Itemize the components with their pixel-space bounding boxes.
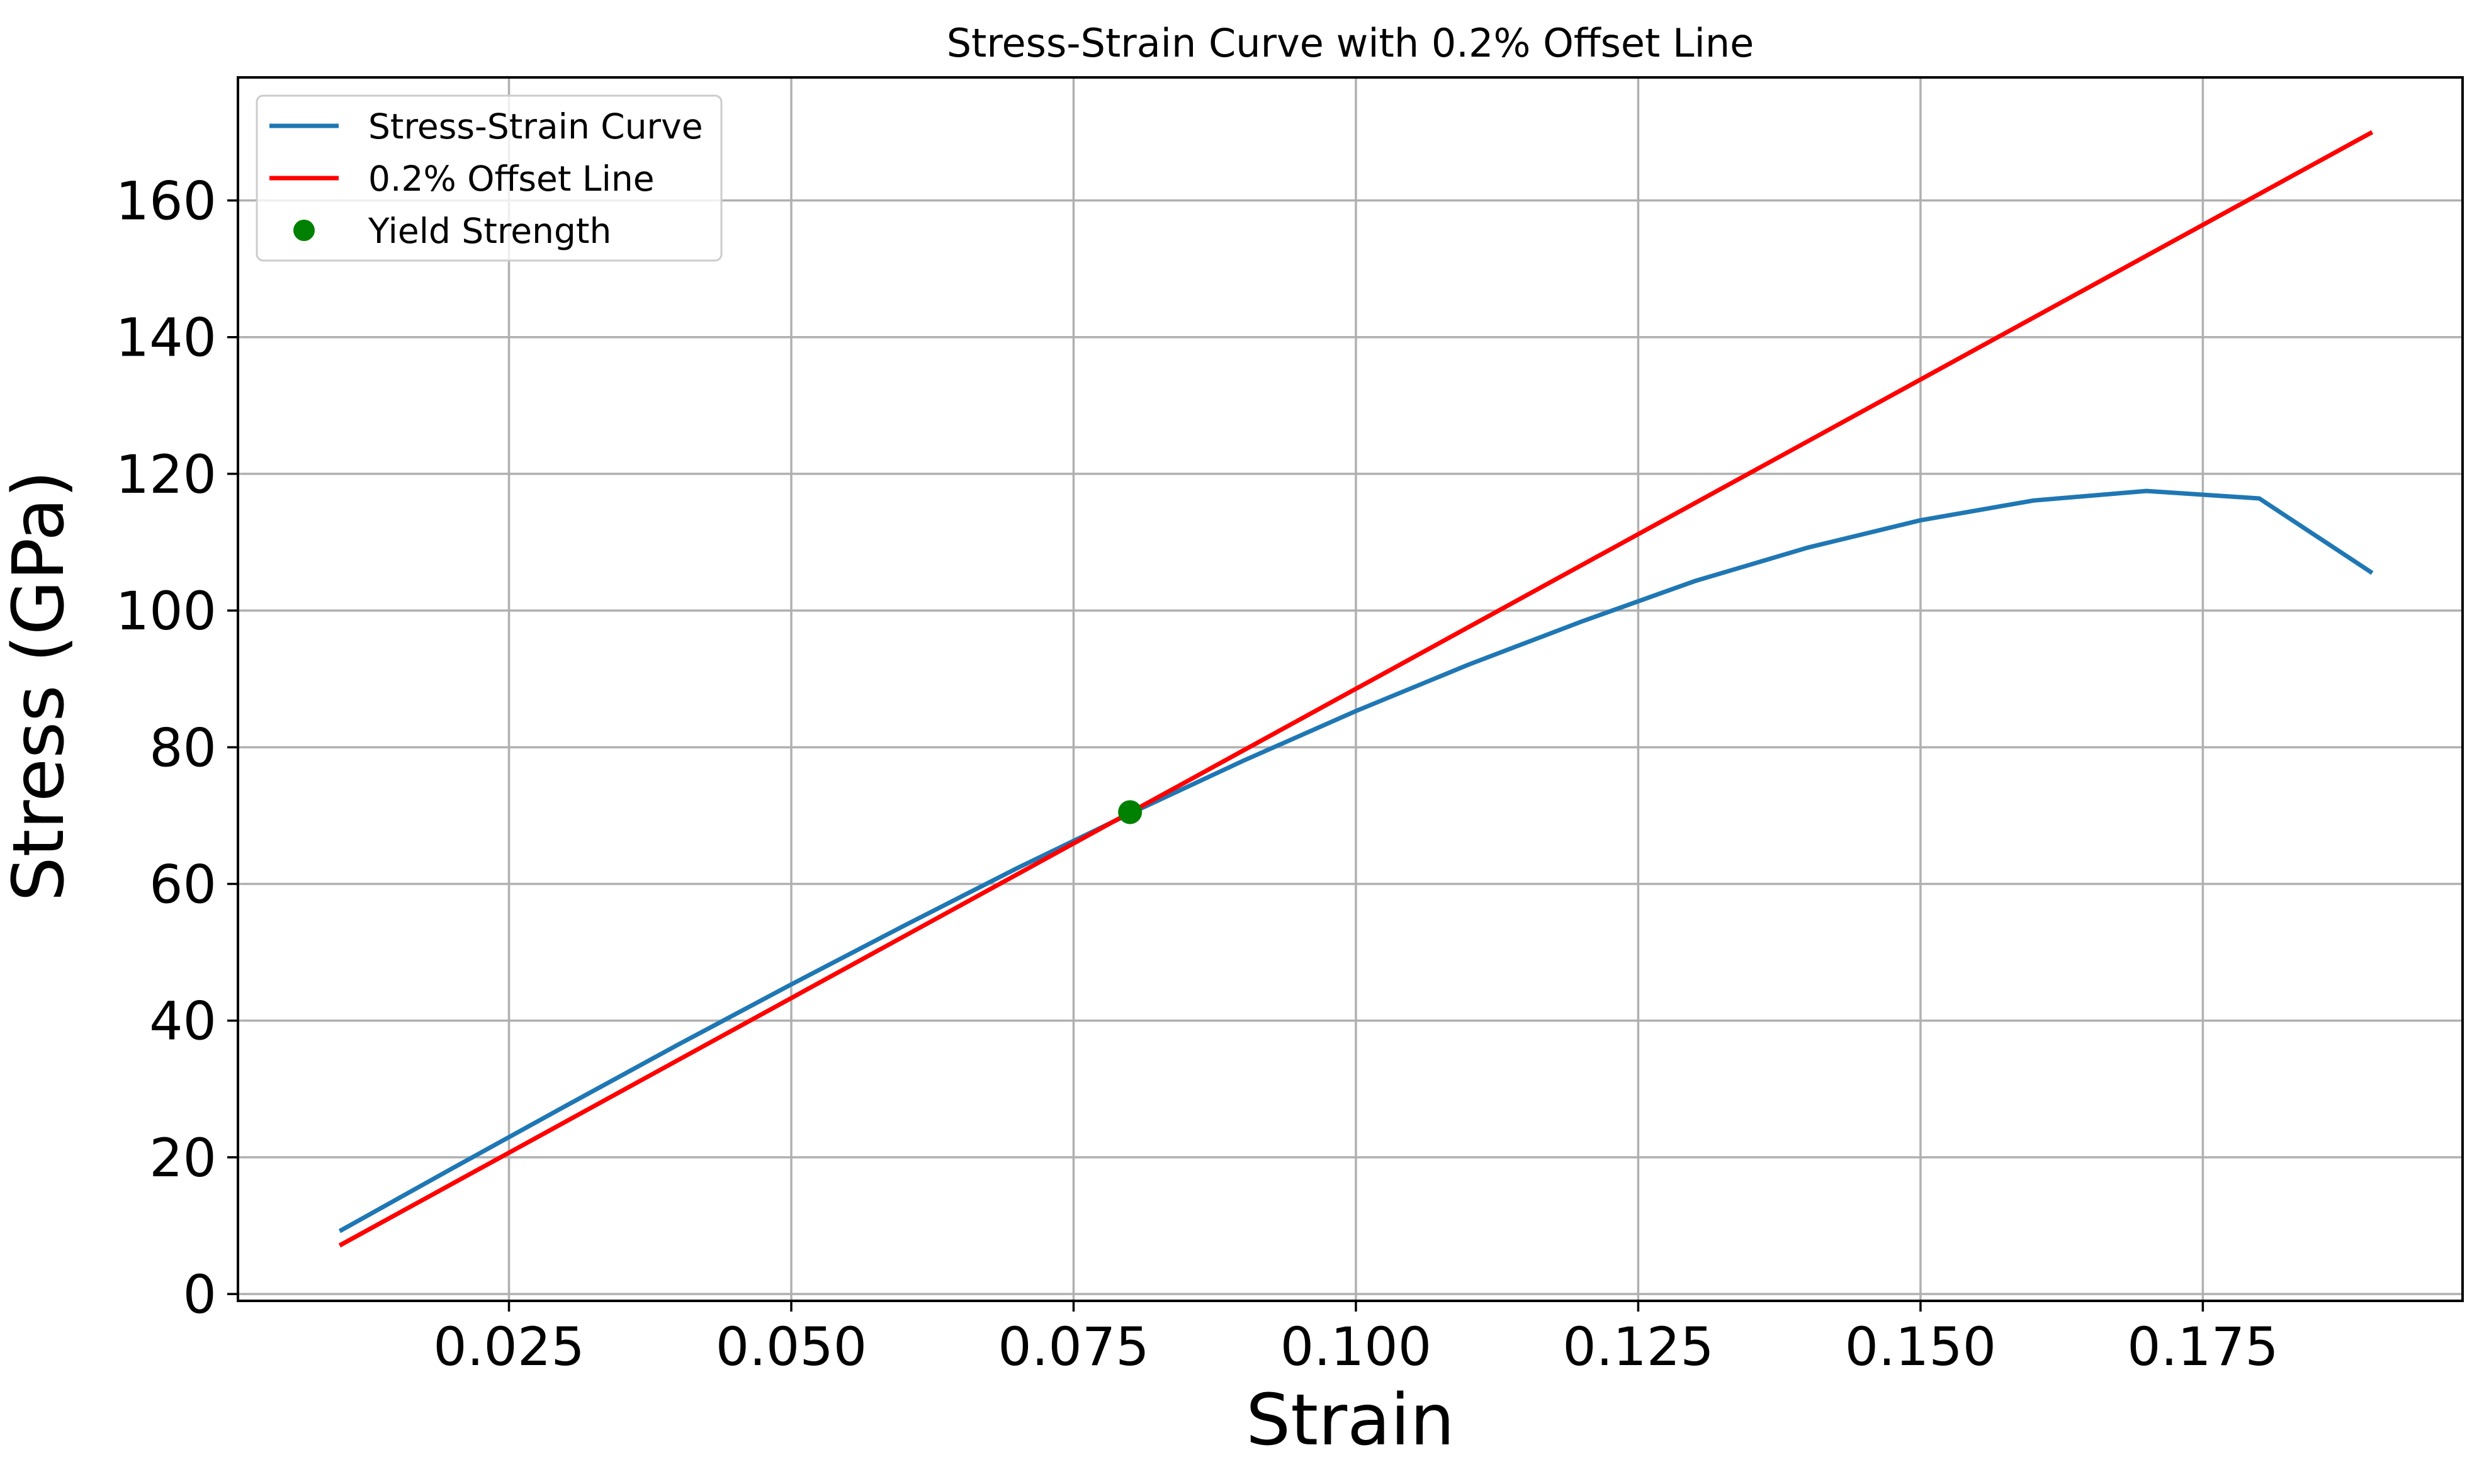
plot-frame (237, 76, 2464, 1302)
y-tick-label: 120 (116, 444, 217, 505)
y-tick-label: 80 (149, 717, 217, 779)
x-tick-label: 0.150 (1845, 1316, 1996, 1378)
y-tick-label: 140 (116, 307, 217, 369)
legend: Stress-Strain Curve 0.2% Offset Line Yield… (256, 94, 723, 262)
0-2-offset-line-legend-label: 0.2% Offset Line (368, 159, 655, 199)
chart-title: Stress-Strain Curve with 0.2% Offset Lin… (947, 20, 1754, 66)
y-axis-label: Stress (GPa) (0, 470, 80, 901)
yield-strength-legend-label: Yield Strength (368, 211, 611, 251)
plot-series (338, 130, 2374, 1248)
x-tick-label: 0.175 (2127, 1316, 2278, 1378)
y-tick-label: 100 (116, 580, 217, 642)
yield-strength-legend-swatch (293, 220, 315, 241)
grid (238, 77, 2463, 1301)
y-tick-label: 20 (149, 1127, 217, 1189)
x-tick-label: 0.125 (1562, 1316, 1713, 1378)
y-tick-label: 40 (149, 991, 217, 1052)
x-tick-label: 0.025 (433, 1316, 584, 1378)
yield-strength-point (1118, 800, 1143, 824)
stress-strain-curve-legend-label: Stress-Strain Curve (368, 106, 703, 147)
y-tick-label: 60 (149, 854, 217, 916)
legend-box (256, 94, 723, 262)
y-tick-label: 160 (116, 170, 217, 232)
stress-strain-curve-line (338, 488, 2374, 1234)
x-tick-label: 0.075 (998, 1316, 1149, 1378)
x-axis-label: Strain (1246, 1380, 1455, 1461)
y-tick-label: 0 (183, 1264, 217, 1325)
0-2-offset-line-line (338, 130, 2374, 1248)
axis-ticks: 0.025 0.050 0.075 0.100 0.125 0.150 0.175 0 20 40… (116, 170, 2279, 1378)
x-tick-label: 0.100 (1280, 1316, 1431, 1378)
x-tick-label: 0.050 (716, 1316, 867, 1378)
